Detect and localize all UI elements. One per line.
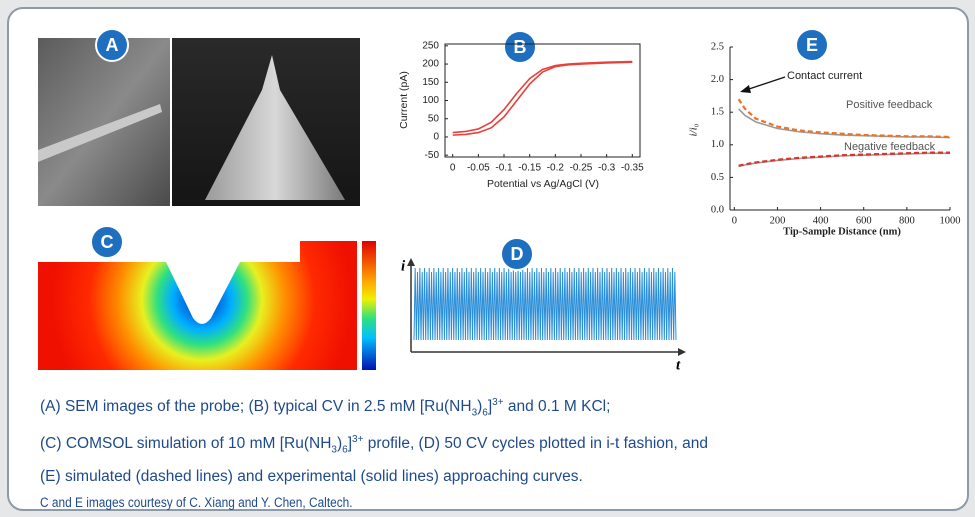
y-axis-label: Current (pA)	[398, 71, 410, 129]
y-axis-label: i/i₀	[688, 123, 700, 136]
y-tick-label: 1.0	[711, 139, 724, 150]
x-tick-label: -0.15	[518, 163, 541, 174]
text: ]	[487, 398, 493, 416]
superscript: 3+	[492, 397, 504, 408]
superscript: 3+	[352, 433, 364, 445]
panel-label: B	[514, 37, 527, 57]
subscript: 6	[482, 407, 488, 419]
sem-image-left	[38, 38, 170, 206]
d-y-label: i	[401, 258, 406, 274]
y-tick-label: 250	[422, 40, 439, 51]
series-line	[738, 108, 951, 139]
text: C and E images courtesy of C. Xiang and …	[40, 495, 353, 510]
arrow-head	[740, 85, 751, 93]
series-line	[738, 151, 950, 167]
x-tick-label: 800	[899, 215, 915, 226]
series-line	[452, 60, 633, 134]
y-tick-label: 150	[422, 77, 439, 88]
annotation: Contact current	[787, 70, 862, 82]
x-tick-label: -0.05	[467, 163, 490, 174]
text: (E) simulated (dashed lines) and experim…	[40, 467, 583, 485]
y-tick-label: 2.5	[711, 41, 724, 52]
credit: C and E images courtesy of C. Xiang and …	[40, 490, 708, 517]
text: (C) COMSOL simulation of 10 mM [Ru(NH	[40, 434, 332, 452]
annotation: Positive feedback	[846, 99, 933, 111]
panel-label: E	[806, 35, 818, 55]
subscript: 3	[471, 407, 478, 419]
y-tick-label: 0	[433, 132, 439, 143]
text: and 0.1 M KCl;	[503, 398, 611, 416]
y-tick-label: 0.5	[711, 172, 724, 183]
x-tick-label: -0.25	[570, 163, 593, 174]
panel-label: D	[511, 244, 524, 264]
x-axis-label: Tip-Sample Distance (nm)	[783, 226, 901, 237]
text: )	[336, 434, 343, 452]
x-tick-label: 200	[770, 215, 786, 226]
panel-label: A	[106, 35, 119, 55]
panel-badge	[503, 30, 537, 64]
subscript: 6	[342, 444, 348, 455]
caption-line: (A) SEM images of the probe; (B) typical…	[40, 390, 708, 427]
cycles-trace	[413, 267, 677, 341]
x-tick-label: -0.3	[598, 163, 616, 174]
caption-line: (C) COMSOL simulation of 10 mM [Ru(NH3)6…	[40, 427, 708, 464]
caption: (A) SEM images of the probe; (B) typical…	[40, 390, 708, 517]
panel-badge	[95, 28, 129, 62]
text: )	[477, 398, 483, 416]
arrow-line	[745, 76, 786, 91]
x-axis-label: Potential vs Ag/AgCl (V)	[487, 178, 599, 190]
subscript: 3	[331, 444, 337, 455]
x-tick-label: -0.35	[621, 163, 644, 174]
x-tick-label: 600	[856, 215, 872, 226]
text: ]	[347, 434, 353, 452]
panel-badge	[795, 28, 829, 62]
arrow	[678, 348, 686, 356]
arrow	[407, 258, 415, 266]
y-tick-label: 2.0	[711, 74, 724, 85]
probe-tip	[205, 55, 345, 200]
y-tick-label: 200	[422, 59, 439, 70]
y-tick-label: 0.0	[711, 204, 724, 215]
panel-badge	[500, 237, 534, 271]
y-tick-label: 50	[428, 113, 440, 124]
x-tick-label: 400	[813, 215, 829, 226]
probe	[38, 104, 162, 162]
x-tick-label: 0	[450, 163, 456, 174]
panel-badge	[90, 225, 124, 259]
y-tick-label: -50	[425, 150, 440, 161]
x-tick-label: -0.1	[495, 163, 513, 174]
color-bar	[362, 241, 376, 370]
text: profile, (D) 50 CV cycles plotted in i-t…	[363, 434, 709, 452]
text: (A) SEM images of the probe; (B) typical…	[40, 398, 472, 416]
caption-line: (E) simulated (dashed lines) and experim…	[40, 464, 708, 491]
annotation: Negative feedback	[844, 141, 936, 153]
x-tick-label: 0	[732, 215, 737, 226]
y-tick-label: 100	[422, 95, 439, 106]
d-x-label: t	[676, 357, 681, 373]
y-tick-label: 1.5	[711, 107, 724, 118]
panel-label: C	[101, 232, 114, 252]
plot-frame	[444, 43, 641, 158]
x-tick-label: 1000	[940, 215, 961, 226]
x-tick-label: -0.2	[547, 163, 565, 174]
trench	[166, 262, 240, 324]
series-line	[452, 61, 633, 136]
